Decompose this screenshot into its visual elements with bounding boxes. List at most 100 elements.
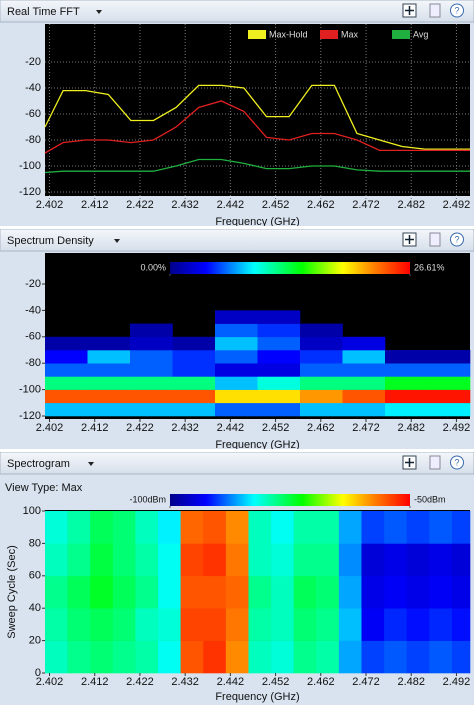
heatmap-cell [45,336,88,351]
help-icon-mark: ? [454,457,459,467]
y-tick-label: -80 [25,357,41,369]
x-tick-label: 2.452 [262,199,290,211]
heatmap-cell [180,640,204,674]
y-tick-label: 80 [29,537,41,549]
heatmap-cell [428,337,471,351]
heatmap-cell [87,350,131,364]
x-tick-label: 2.452 [262,676,290,688]
heatmap-cell [130,389,173,404]
heatmap-cell [385,350,428,364]
x-tick-label: 2.462 [307,199,335,211]
y-tick-label: 100 [23,505,41,517]
panel-title[interactable]: Spectrum Density [7,235,94,247]
heatmap-cell [406,640,430,674]
export-icon[interactable] [429,3,441,18]
heatmap-cell [173,310,216,324]
heatmap-cell [343,324,386,338]
heatmap-cell [67,575,91,609]
x-tick-label: 2.472 [352,422,380,434]
heatmap-cell [257,323,301,338]
heatmap-cell [300,350,343,364]
heatmap-cell [300,402,343,417]
heatmap-cell [316,575,340,609]
x-tick-label: 2.412 [81,422,109,434]
y-tick-label: -100 [19,160,41,172]
y-axis-label: Sweep Cycle (Sec) [6,545,18,639]
heatmap-cell [112,543,136,577]
heatmap-cell [130,402,173,417]
heatmap-cell [385,376,428,390]
heatmap-cell [429,511,453,544]
heatmap-cell [451,543,471,577]
heatmap-cell [45,640,68,674]
heatmap-cell [135,608,159,641]
heatmap-cell [225,511,249,544]
heatmap-cell [293,640,317,674]
heatmap-cell [338,511,362,544]
heatmap-cell [258,284,301,298]
zoom-icon-cross [405,235,414,244]
x-tick-label: 2.422 [126,199,154,211]
heatmap-cell [87,402,131,417]
heatmap-cell [427,350,471,364]
zoom-icon-cross [405,6,414,15]
x-tick-label: 2.432 [171,422,199,434]
x-tick-label: 2.482 [397,676,425,688]
colorbar-label: 26.61% [414,262,445,272]
trace-line [44,158,470,174]
heatmap-cell [203,575,227,609]
help-icon[interactable] [450,232,464,247]
heatmap-cell [225,575,249,609]
help-icon[interactable] [450,455,464,470]
heatmap-cell [300,336,343,351]
heatmap-cell [130,336,173,351]
panel-title[interactable]: Real Time FFT [7,6,80,18]
heatmap-cell [112,608,136,641]
heatmap-cell [293,608,317,641]
export-icon[interactable] [429,455,441,470]
heatmap-cell [130,350,173,364]
heatmap-cell [215,376,258,390]
heatmap-cell [215,363,258,377]
x-tick-label: 2.492 [443,676,471,688]
heatmap-cell [130,310,173,324]
x-tick-label: 2.442 [217,676,245,688]
dropdown-arrow[interactable] [96,10,102,14]
heatmap-cell [180,511,204,544]
heatmap-cell [385,297,428,311]
heatmap-cell [172,336,216,351]
help-icon[interactable] [450,3,464,18]
heatmap-cell [130,323,173,338]
heatmap-cell [257,363,301,377]
density-panel: Spectrum Density ? 0.00% 26.61% -20 -40 -60 -80… [0,229,474,449]
dropdown-arrow[interactable] [88,462,94,466]
x-tick-label: 2.472 [352,676,380,688]
heatmap-cell [384,543,408,577]
dropdown-arrow[interactable] [114,239,120,243]
export-icon[interactable] [429,232,441,247]
y-tick-label: -120 [19,410,41,422]
y-tick-label: -80 [25,134,41,146]
heatmap-cell [45,376,88,390]
heatmap-cell [342,402,386,417]
panel-title[interactable]: Spectrogram [7,458,70,470]
heatmap-cell [135,575,159,609]
heatmap-cell [90,608,114,641]
heatmap-cell [173,284,216,298]
y-tick-label: -120 [19,186,41,198]
heatmap-cell [300,389,343,404]
x-tick-label: 2.422 [126,676,154,688]
heatmap-cell [225,608,249,641]
heatmap-cell [342,363,386,377]
heatmap-cell [385,389,428,404]
heatmap-cell [130,297,173,311]
heatmap-cell [428,284,471,298]
heatmap-cell [158,543,181,577]
heatmap-cell [429,575,453,609]
heatmap-cell [406,608,430,641]
heatmap-cell [385,402,428,417]
heatmap-cell [271,640,294,674]
trace-line [44,100,470,154]
